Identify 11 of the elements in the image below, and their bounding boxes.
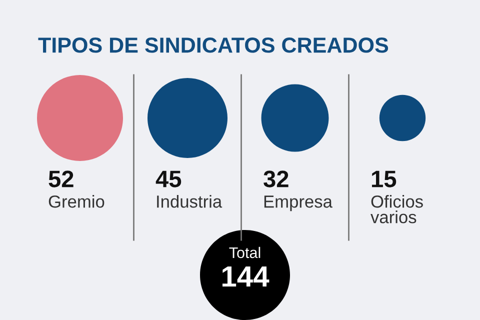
- text: 144: [222, 266, 270, 287]
- text: TIPOS DE SINDICATOS CREADOS: [38, 38, 388, 53]
- data-label: 45: [156, 170, 182, 188]
- category-label: Empresa: [264, 196, 332, 212]
- text: Total: [229, 246, 260, 258]
- data-label: 52: [48, 170, 74, 188]
- category-label: Industria: [157, 195, 222, 208]
- data-label: 32: [264, 170, 288, 188]
- category-label: Gremio: [48, 195, 104, 208]
- category-label: Oficios varios: [370, 195, 423, 224]
- data-label: 15: [372, 170, 396, 188]
